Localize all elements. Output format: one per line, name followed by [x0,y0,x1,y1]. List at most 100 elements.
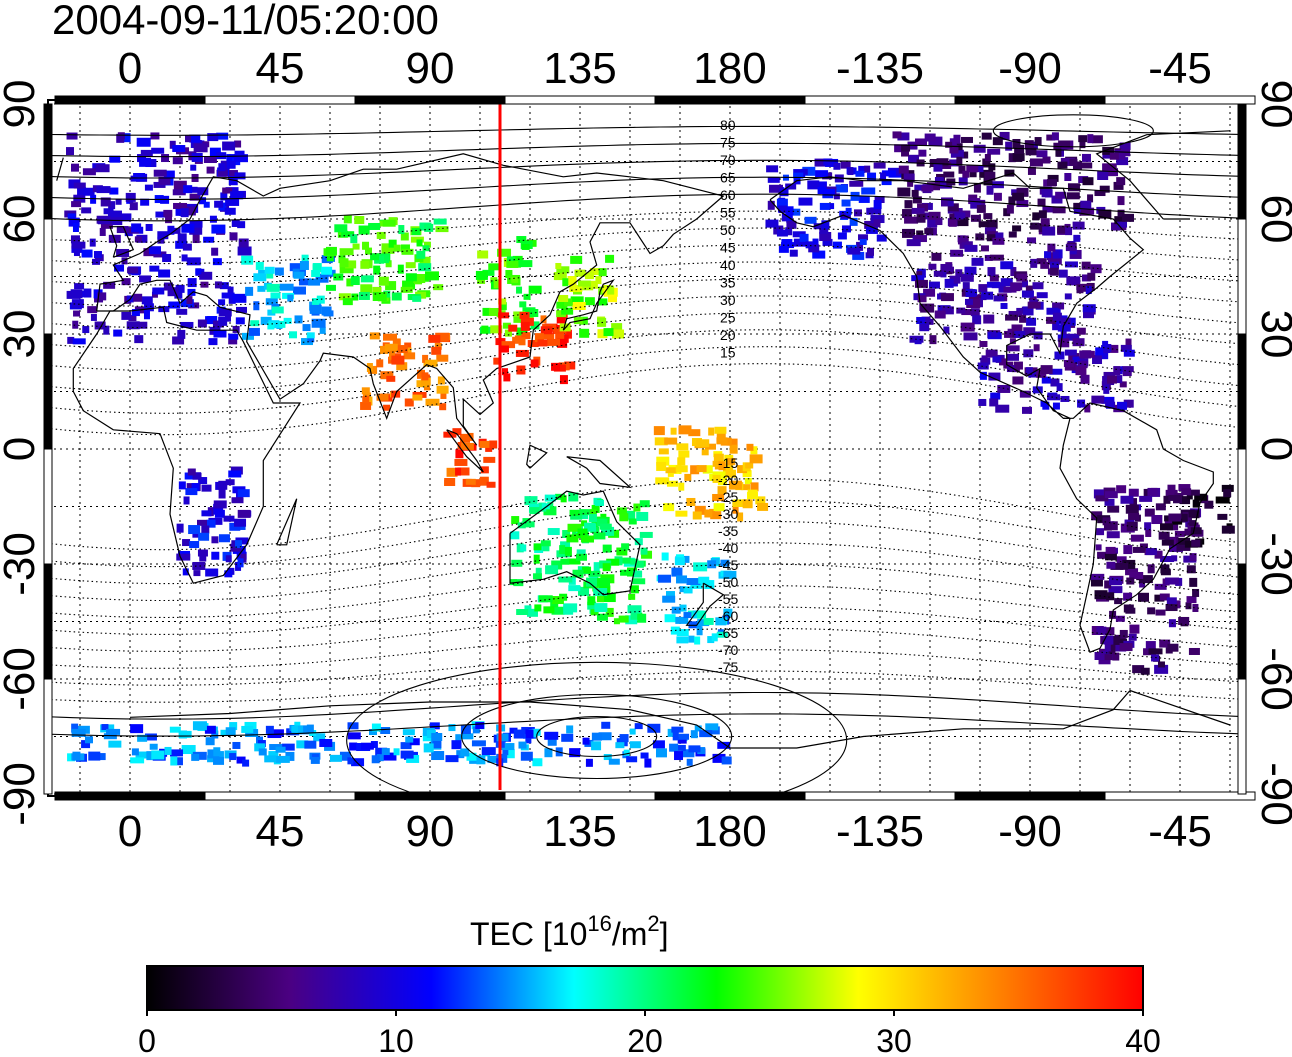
tec-point [1094,190,1106,197]
tec-point [375,747,388,757]
tec-point [1174,530,1185,537]
tec-point [451,740,462,750]
tec-point [386,375,396,382]
tec-point [493,279,501,289]
tec-point [133,173,146,182]
tec-point [566,725,574,734]
tec-point [452,428,462,436]
tec-point [1165,577,1180,585]
tec-point [953,134,961,144]
tec-point [173,202,188,209]
tec-point [688,745,701,753]
tec-point [911,275,925,282]
tec-point [656,461,667,471]
tec-point [840,161,851,169]
tec-point [497,248,512,257]
tec-point [555,330,565,340]
tec-point [153,251,167,258]
tec-point [612,329,625,339]
tec-point [376,231,386,239]
tec-point [423,384,430,391]
tec-point [634,560,644,568]
tec-point [980,245,989,252]
tec-point [1194,493,1208,501]
tec-point [169,726,181,733]
tec-point [572,529,579,537]
tec-point [424,223,434,232]
tec-point [1189,577,1198,587]
tec-point [218,163,226,172]
tec-point [228,296,236,304]
tec-point [72,320,79,329]
tec-point [1052,250,1059,259]
frame-bar [954,95,1106,105]
tec-point [835,184,848,193]
tec-point [940,197,953,207]
tec-point [1116,177,1126,186]
tec-point [1079,208,1091,216]
tec-point [103,208,114,215]
tec-point [137,734,148,742]
tec-point [551,362,561,371]
tec-point [615,742,625,749]
tec-point [267,322,275,330]
tec-point [189,193,201,201]
tec-point [1116,485,1127,494]
tec-point [1057,324,1071,332]
colorbar [146,965,1144,1011]
tec-point [212,258,222,266]
tec-point [1221,484,1234,492]
frame-bar [1104,95,1256,105]
tec-point [716,437,728,445]
tec-point [103,325,110,335]
tec-point [360,260,370,269]
tec-point [116,248,130,257]
tec-point [144,184,153,191]
tec-point [1077,399,1086,408]
tec-point [661,552,669,561]
tec-point [589,268,604,276]
latitude-tick-label: -30 [1252,532,1292,596]
tec-point [308,278,321,286]
longitude-tick-label: 0 [118,44,142,93]
magnetic-pole-contour-north [992,114,1154,148]
tec-point [1103,635,1114,645]
tec-point [1075,366,1087,376]
tec-point [853,209,862,217]
tec-point [605,254,615,263]
tec-point [351,293,359,301]
tec-point [172,157,183,165]
frame-bar [504,791,656,801]
tec-point [859,238,867,245]
tec-point [103,281,116,289]
tec-point [192,721,207,731]
tec-point [847,247,861,255]
tec-point [655,477,670,485]
tec-point [192,472,202,480]
magnetic-contour [48,585,1242,635]
tec-point [419,256,431,264]
tec-point [235,317,245,325]
tec-point [1042,206,1055,213]
tec-point [880,172,887,181]
tec-point [460,748,470,757]
tec-point [526,608,538,617]
tec-point [109,187,119,195]
tec-point [275,755,290,763]
tec-point [671,726,684,733]
tec-point [1112,652,1120,661]
tec-point [169,749,183,757]
tec-point [1065,244,1076,252]
tec-point [219,282,229,290]
tec-point [613,618,620,625]
tec-point [165,214,173,224]
tec-point [157,231,169,240]
frame-bar [354,791,506,801]
tec-point [1125,338,1132,347]
tec-point [984,227,996,235]
tec-point [388,239,397,248]
tec-point [1123,545,1133,555]
tec-point [1005,314,1019,321]
longitude-tick-label: 0 [118,807,142,856]
tec-point [67,753,76,762]
